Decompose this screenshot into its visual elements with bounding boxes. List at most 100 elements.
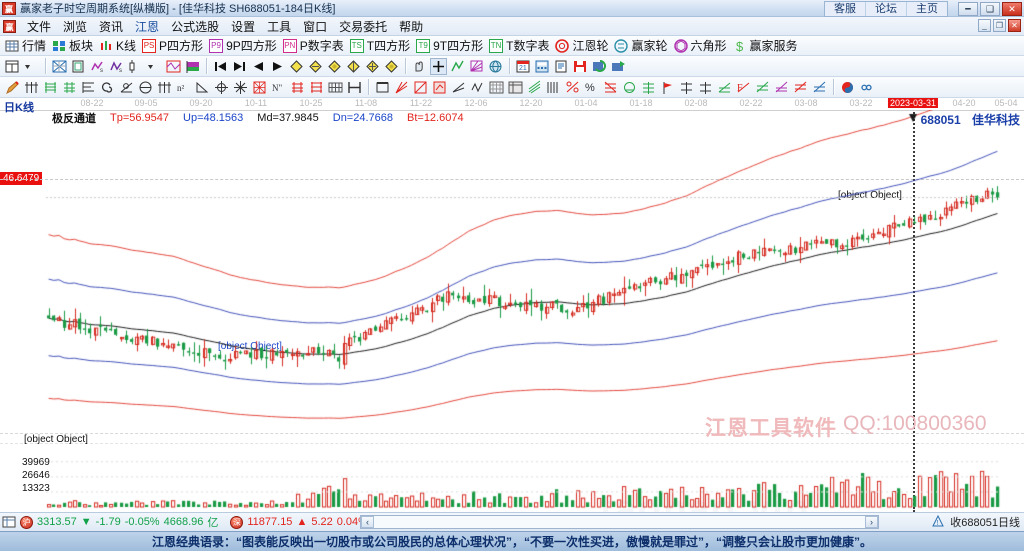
grid-icon[interactable] xyxy=(2,515,16,529)
fib-green1-icon[interactable] xyxy=(42,79,59,96)
fan-icon[interactable] xyxy=(468,58,485,75)
last-page-icon[interactable] xyxy=(231,58,248,75)
yinyang-icon[interactable] xyxy=(839,79,856,96)
htoh-icon[interactable] xyxy=(346,79,363,96)
bars-green-icon[interactable] xyxy=(640,79,657,96)
n-quote-icon[interactable]: N" xyxy=(270,79,287,96)
first-page-icon[interactable] xyxy=(212,58,229,75)
toolbar-quotes[interactable]: 行情 xyxy=(3,37,50,55)
prev-icon[interactable] xyxy=(250,58,267,75)
percent-red-icon[interactable] xyxy=(564,79,581,96)
toolbar-ts-square[interactable]: TS T四方形 xyxy=(348,37,414,55)
fib-red1-icon[interactable] xyxy=(289,79,306,96)
candle-icon[interactable] xyxy=(127,58,144,75)
menu-item-browse[interactable]: 浏览 xyxy=(63,19,88,34)
toolbar-winner-service[interactable]: $ 赢家服务 xyxy=(731,37,802,55)
slash-f-icon[interactable]: F xyxy=(735,79,752,96)
wave-icon[interactable] xyxy=(469,79,486,96)
circle-green-icon[interactable] xyxy=(621,79,638,96)
toolbar-kline[interactable]: K线 xyxy=(97,37,140,55)
diamond2-icon[interactable] xyxy=(307,58,324,75)
fork2-icon[interactable] xyxy=(156,79,173,96)
waveform-s-icon[interactable]: s xyxy=(89,58,106,75)
link-homepage[interactable]: 主页 xyxy=(916,3,938,15)
grid2-icon[interactable] xyxy=(488,79,505,96)
zigzag-icon[interactable] xyxy=(449,58,466,75)
toolbar-sector[interactable]: 板块 xyxy=(50,37,97,55)
scroll-left-arrow[interactable]: ‹ xyxy=(361,516,374,528)
menu-item-trade-order[interactable]: 交易委托 xyxy=(339,19,388,34)
menu-item-formula-stock-picking[interactable]: 公式选股 xyxy=(171,19,220,34)
save-icon[interactable] xyxy=(572,58,589,75)
menu-item-window[interactable]: 窗口 xyxy=(303,19,328,34)
diamond4-icon[interactable] xyxy=(345,58,362,75)
toolbar-gann-wheel[interactable]: 江恩轮 xyxy=(553,37,612,55)
link-forum[interactable]: 论坛 xyxy=(866,2,907,16)
slash1-icon[interactable] xyxy=(716,79,733,96)
chart-area[interactable]: 赢家聊吧 taobao.vip 08-22 09-05 09-20 10-11 … xyxy=(0,98,1024,512)
link-customer-service[interactable]: 客服 xyxy=(825,2,866,16)
menu-item-news[interactable]: 资讯 xyxy=(99,19,124,34)
diamond3-icon[interactable] xyxy=(326,58,343,75)
toolbar-p9-square[interactable]: P9 9P四方形 xyxy=(207,37,281,55)
crosshair-icon[interactable] xyxy=(430,57,447,75)
scale-icon[interactable] xyxy=(697,79,714,96)
refresh-icon[interactable] xyxy=(591,58,608,75)
status-scrollbar[interactable]: ‹ › xyxy=(360,515,879,529)
slash2-icon[interactable] xyxy=(754,79,771,96)
infinity-icon[interactable] xyxy=(858,79,875,96)
paper-red-icon[interactable] xyxy=(431,79,448,96)
diamond1-icon[interactable] xyxy=(288,58,305,75)
scroll-right-arrow[interactable]: › xyxy=(865,516,878,528)
circle-cross-icon[interactable] xyxy=(137,79,154,96)
slash4-icon[interactable] xyxy=(792,79,809,96)
toolbar-hexagon[interactable]: 六角形 xyxy=(672,37,731,55)
slash5-icon[interactable] xyxy=(811,79,828,96)
diamond5-icon[interactable] xyxy=(364,58,381,75)
next-icon[interactable] xyxy=(269,58,286,75)
diamond6-icon[interactable] xyxy=(383,58,400,75)
index-shanghai[interactable]: 沪 3313.57 ▼ -1.79 -0.05% 4668.96 亿 xyxy=(20,514,218,530)
ruler-icon[interactable] xyxy=(545,79,562,96)
pen-icon[interactable] xyxy=(4,79,21,96)
dropdown-arrow-icon[interactable] xyxy=(23,58,40,75)
toolbar-t9-square[interactable]: T9 9T四方形 xyxy=(414,37,487,55)
calculator-icon[interactable] xyxy=(534,58,551,75)
gann-cross-icon[interactable] xyxy=(213,79,230,96)
flag-chart-icon[interactable] xyxy=(184,58,201,75)
mdi-close-button[interactable]: ✕ xyxy=(1008,19,1021,32)
calendar-icon[interactable]: 21 xyxy=(515,58,532,75)
percent-icon[interactable]: % xyxy=(583,79,600,96)
report-icon[interactable] xyxy=(553,58,570,75)
balance-icon[interactable] xyxy=(678,79,695,96)
menu-item-file[interactable]: 文件 xyxy=(27,19,52,34)
globe-icon[interactable] xyxy=(487,58,504,75)
maximize-button[interactable]: ❑ xyxy=(980,2,1000,16)
toolbar-winner-wheel[interactable]: 赢家轮 xyxy=(612,37,671,55)
export-icon[interactable] xyxy=(610,58,627,75)
close-button[interactable]: ✕ xyxy=(1002,2,1022,16)
mdi-restore-button[interactable]: ❐ xyxy=(993,19,1006,32)
star-icon[interactable] xyxy=(232,79,249,96)
mdi-minimize-button[interactable]: _ xyxy=(978,19,991,32)
dropdown-arrow2-icon[interactable] xyxy=(146,58,163,75)
overlay-icon[interactable] xyxy=(165,58,182,75)
spiral-icon[interactable] xyxy=(99,79,116,96)
fib-red2-icon[interactable] xyxy=(308,79,325,96)
square-grid-icon[interactable] xyxy=(251,79,268,96)
copy-icon[interactable] xyxy=(70,58,87,75)
hand-icon[interactable] xyxy=(411,58,428,75)
minimize-button[interactable]: ━ xyxy=(958,2,978,16)
slash3-icon[interactable] xyxy=(773,79,790,96)
angle-line-icon[interactable] xyxy=(450,79,467,96)
angle-icon[interactable] xyxy=(118,79,135,96)
fan-red-icon[interactable] xyxy=(393,79,410,96)
lines-red-icon[interactable] xyxy=(602,79,619,96)
calendar-day-icon[interactable] xyxy=(4,58,21,75)
toolbar-ps-square[interactable]: PS P四方形 xyxy=(140,37,207,55)
menu-item-tools[interactable]: 工具 xyxy=(267,19,292,34)
n2-icon[interactable]: n² xyxy=(175,79,192,96)
triangle-icon[interactable] xyxy=(194,79,211,96)
flag-red-icon[interactable] xyxy=(659,79,676,96)
channel-icon[interactable] xyxy=(374,79,391,96)
